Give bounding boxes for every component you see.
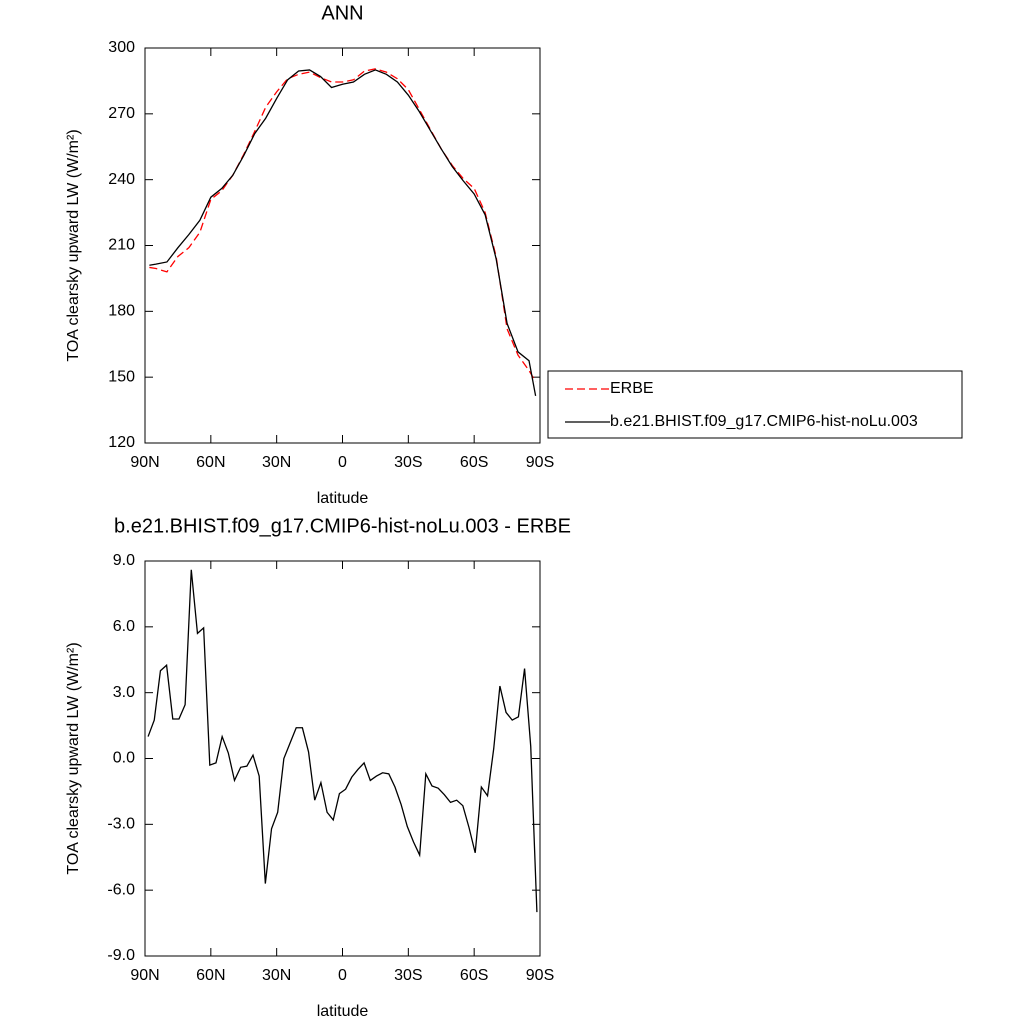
y-tick-label: 180 (108, 303, 135, 320)
x-tick-label: 0 (338, 454, 347, 471)
data-line (149, 69, 537, 396)
y-axis-label: TOA clearsky upward LW (W/m²) (65, 642, 82, 874)
x-tick-label: 60N (196, 454, 225, 471)
x-tick-label: 30N (262, 454, 291, 471)
chart-title: ANN (321, 2, 363, 24)
y-tick-label: 6.0 (113, 618, 135, 635)
y-tick-label: 120 (108, 434, 135, 451)
legend-label: b.e21.BHIST.f09_g17.CMIP6-hist-noLu.003 (610, 413, 918, 430)
x-tick-label: 90N (130, 454, 159, 471)
x-tick-label: 30S (394, 454, 422, 471)
y-axis-label: TOA clearsky upward LW (W/m²) (65, 129, 82, 361)
y-tick-label: 240 (108, 171, 135, 188)
y-tick-label: 150 (108, 368, 135, 385)
x-tick-label: 0 (338, 967, 347, 984)
y-tick-label: 3.0 (113, 684, 135, 701)
y-tick-label: 210 (108, 237, 135, 254)
data-line (149, 68, 537, 382)
legend-label: ERBE (610, 380, 654, 397)
y-tick-label: 300 (108, 39, 135, 56)
y-tick-label: -3.0 (107, 816, 135, 833)
plot-frame (144, 47, 541, 444)
y-tick-label: -9.0 (107, 947, 135, 964)
y-tick-label: 0.0 (113, 750, 135, 767)
x-axis-label: latitude (317, 490, 369, 507)
x-tick-label: 90S (526, 967, 554, 984)
y-tick-label: 9.0 (113, 552, 135, 569)
x-tick-label: 90N (130, 967, 159, 984)
x-tick-label: 60N (196, 967, 225, 984)
legend-box (547, 370, 963, 439)
plot-frame (144, 560, 541, 957)
chart-title: b.e21.BHIST.f09_g17.CMIP6-hist-noLu.003 … (114, 515, 571, 537)
x-tick-label: 90S (526, 454, 554, 471)
y-tick-label: 270 (108, 105, 135, 122)
x-tick-label: 30S (394, 967, 422, 984)
x-tick-label: 60S (460, 967, 488, 984)
x-tick-label: 60S (460, 454, 488, 471)
y-tick-label: -6.0 (107, 881, 135, 898)
x-tick-label: 30N (262, 967, 291, 984)
data-line (147, 569, 538, 913)
x-axis-label: latitude (317, 1003, 369, 1020)
